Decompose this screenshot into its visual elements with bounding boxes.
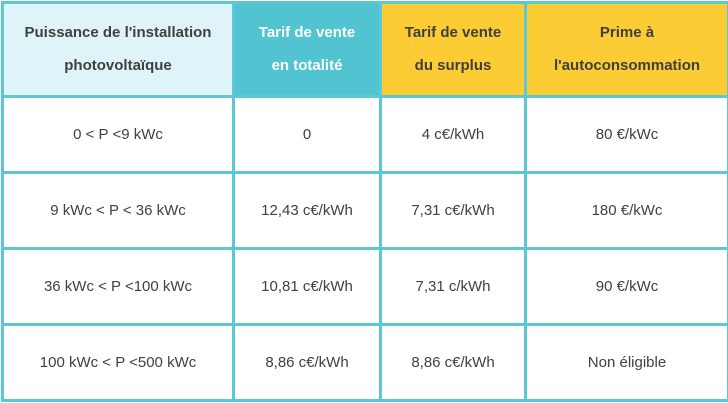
- cell-prime: 90 €/kWc: [524, 247, 728, 326]
- cell-prime: 180 €/kWc: [524, 171, 728, 250]
- cell-tarif-totalite: 12,43 c€/kWh: [232, 171, 382, 250]
- header-cell-tarif-vente-totalite: Tarif de vente en totalité: [232, 1, 382, 98]
- cell-puissance-range: 36 kWc < P <100 kWc: [1, 247, 235, 326]
- cell-tarif-totalite: 8,86 c€/kWh: [232, 323, 382, 402]
- cell-tarif-surplus: 4 c€/kWh: [379, 95, 527, 174]
- cell-tarif-totalite: 0: [232, 95, 382, 174]
- header-cell-prime-autoconsommation: Prime à l'autoconsommation: [524, 1, 728, 98]
- cell-tarif-surplus: 7,31 c/kWh: [379, 247, 527, 326]
- cell-tarif-surplus: 8,86 c€/kWh: [379, 323, 527, 402]
- table-row: 9 kWc < P < 36 kWc 12,43 c€/kWh 7,31 c€/…: [1, 171, 728, 250]
- table-row: 100 kWc < P <500 kWc 8,86 c€/kWh 8,86 c€…: [1, 323, 728, 402]
- table-row: 0 < P <9 kWc 0 4 c€/kWh 80 €/kWc: [1, 95, 728, 174]
- cell-puissance-range: 0 < P <9 kWc: [1, 95, 235, 174]
- header-row: Puissance de l'installation photovoltaïq…: [1, 1, 728, 98]
- cell-puissance-range: 100 kWc < P <500 kWc: [1, 323, 235, 402]
- cell-tarif-surplus: 7,31 c€/kWh: [379, 171, 527, 250]
- table-row: 36 kWc < P <100 kWc 10,81 c€/kWh 7,31 c/…: [1, 247, 728, 326]
- cell-prime: 80 €/kWc: [524, 95, 728, 174]
- header-cell-tarif-vente-surplus: Tarif de vente du surplus: [379, 1, 527, 98]
- cell-prime: Non éligible: [524, 323, 728, 402]
- cell-tarif-totalite: 10,81 c€/kWh: [232, 247, 382, 326]
- cell-puissance-range: 9 kWc < P < 36 kWc: [1, 171, 235, 250]
- header-cell-puissance-installation: Puissance de l'installation photovoltaïq…: [1, 1, 235, 98]
